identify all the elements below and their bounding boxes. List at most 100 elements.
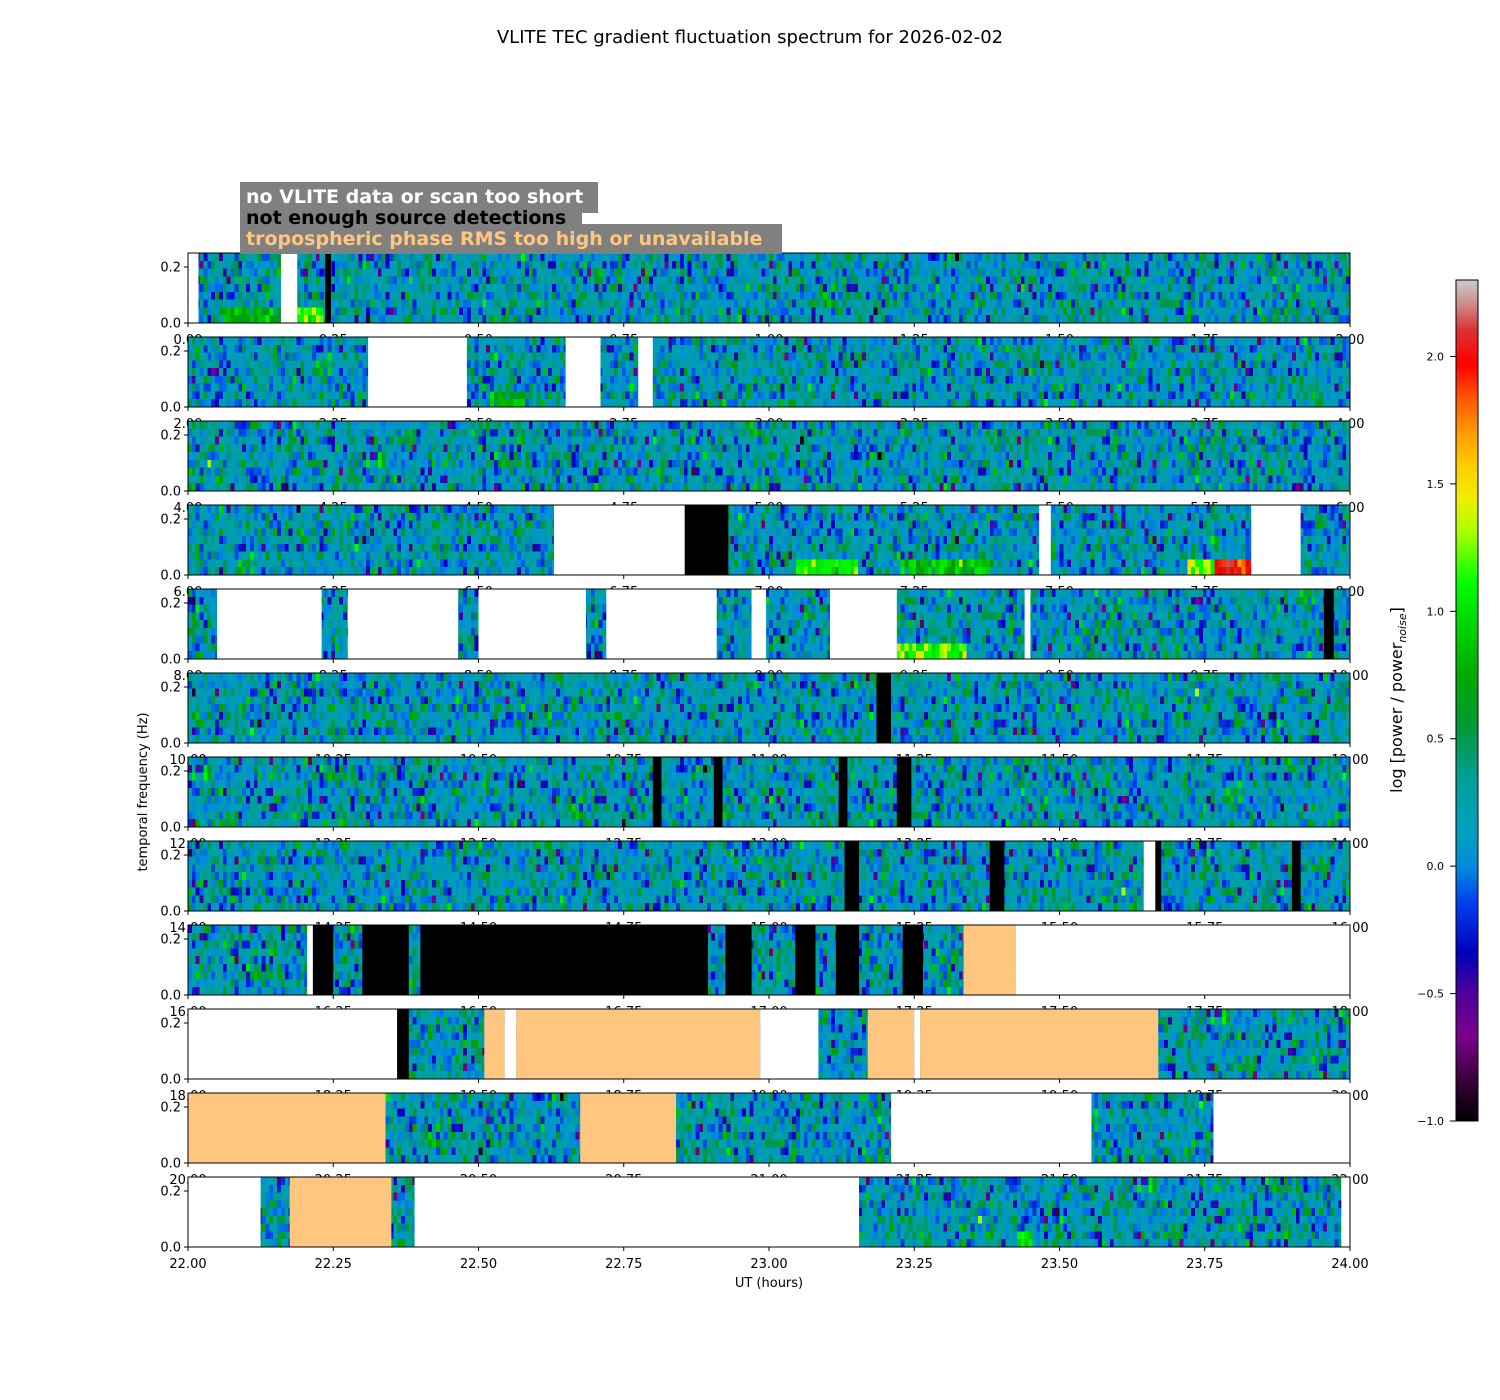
panel-8-flag-2 xyxy=(362,925,409,995)
panel-11-xtick-label-0: 22.00 xyxy=(169,1257,206,1272)
panel-1-flag-2 xyxy=(638,337,653,407)
panel-8-flag-1 xyxy=(312,925,334,995)
panel-7-spectrogram xyxy=(188,841,1350,911)
panel-9-flag-0 xyxy=(188,1009,398,1079)
panel-4-flag-7 xyxy=(1323,589,1334,659)
colorbar-tick-label-2: 0.0 xyxy=(1427,860,1445,873)
panel-11-xtick-label-5: 23.25 xyxy=(896,1257,933,1272)
colorbar-tick-label-4: 1.0 xyxy=(1427,605,1445,618)
panel-9-flag-2 xyxy=(484,1009,505,1079)
panel-6-flag-0 xyxy=(652,757,662,827)
panel-6: 0.00.212.0012.2512.5012.7513.0013.2513.5… xyxy=(160,756,1369,852)
panel-8-flag-6 xyxy=(835,925,860,995)
panel-11: 0.0 0.2 22.00 22.25 22.50 22.75 23.00 23.25 23.5… xyxy=(160,1176,1369,1272)
legend-box-2 xyxy=(240,206,582,228)
legend-entry-not-enough-detections: not enough source detections xyxy=(246,207,566,229)
flag-legend: no VLITE data or scan too short not enou… xyxy=(240,182,782,254)
panel-0-spectrogram xyxy=(188,253,1350,323)
panel-8-flag-9 xyxy=(1015,925,1350,995)
colorbar-tick-label-5: 1.5 xyxy=(1427,478,1445,491)
panel-11-xtick-label-2: 22.50 xyxy=(460,1257,497,1272)
panel-7-flag-0 xyxy=(844,841,860,911)
panel-11-xtick-label-6: 23.50 xyxy=(1041,1257,1078,1272)
panel-8: 0.00.216.0016.2516.5016.7517.0017.2517.5… xyxy=(160,924,1369,1020)
legend-box-3 xyxy=(240,224,782,254)
panel-2-ytick-label-0: 0.0 xyxy=(160,485,181,500)
panel-5-ytick-label-0: 0.0 xyxy=(160,737,181,752)
panel-6-flag-2 xyxy=(838,757,848,827)
y-axis-label: temporal frequency (Hz) xyxy=(136,712,151,871)
panel-2-spectrogram xyxy=(188,421,1350,491)
panel-8-flag-7 xyxy=(902,925,923,995)
panel-11-xtick-label-7: 23.75 xyxy=(1186,1257,1223,1272)
panel-1: 0.00.22.002.252.502.753.003.253.503.754.… xyxy=(160,336,1364,432)
panel-4-ytick-label-1: 0.2 xyxy=(160,597,181,612)
panel-7: 0.00.214.0014.2514.5014.7515.0015.2515.5… xyxy=(160,840,1369,936)
panel-11-flag-1 xyxy=(289,1177,392,1247)
panel-11-ytick-label-1: 0.2 xyxy=(160,1185,181,1200)
colorbar-label: log [power / powernoise] xyxy=(1387,607,1409,793)
panel-3-ytick-label-1: 0.2 xyxy=(160,513,181,528)
panel-7-flag-3 xyxy=(1155,841,1162,911)
panel-10-ytick-label-0: 0.0 xyxy=(160,1157,181,1172)
panel-7-flag-1 xyxy=(989,841,1005,911)
panel-10-flag-3 xyxy=(1213,1093,1350,1163)
panel-11-xtick-label-3: 22.75 xyxy=(605,1257,642,1272)
colorbar-gradient xyxy=(1455,279,1479,1122)
panel-11-flag-3 xyxy=(1341,1177,1350,1247)
panel-8-ytick-label-1: 0.2 xyxy=(160,933,181,948)
panel-11-flag-0 xyxy=(188,1177,261,1247)
panel-9: 0.00.218.0018.2518.5018.7519.0019.2519.5… xyxy=(160,1008,1369,1104)
panel-5-flag-0 xyxy=(876,673,892,743)
panel-0: 0.00.20.000.250.500.751.001.251.501.752.… xyxy=(160,252,1364,348)
panel-4-flag-4 xyxy=(751,589,767,659)
panel-0-flag-2 xyxy=(325,253,331,323)
panel-6-flag-1 xyxy=(713,757,723,827)
panel-9-flag-5 xyxy=(760,1009,819,1079)
panel-8-flag-3 xyxy=(420,925,708,995)
panel-6-ytick-label-0: 0.0 xyxy=(160,821,181,836)
panel-8-flag-5 xyxy=(795,925,816,995)
panel-7-ytick-label-0: 0.0 xyxy=(160,905,181,920)
panel-1-flag-1 xyxy=(565,337,601,407)
panel-0-ytick-label-0: 0.0 xyxy=(160,317,181,332)
panel-4-flag-5 xyxy=(830,589,897,659)
panel-1-ytick-label-0: 0.0 xyxy=(160,401,181,416)
panel-8-flag-4 xyxy=(725,925,752,995)
panel-3-spectrogram xyxy=(188,505,1350,575)
panel-3-flag-1 xyxy=(684,505,729,575)
panel-11-flag-2 xyxy=(414,1177,860,1247)
panel-9-flag-3 xyxy=(504,1009,517,1079)
panel-1-spectrogram xyxy=(188,337,1350,407)
panel-4-flag-3 xyxy=(606,589,717,659)
panel-10-flag-1 xyxy=(580,1093,677,1163)
panel-4-flag-6 xyxy=(1024,589,1031,659)
panel-9-flag-8 xyxy=(920,1009,1159,1079)
panel-5-spectrogram xyxy=(188,673,1350,743)
panel-7-flag-4 xyxy=(1291,841,1301,911)
panel-5-ytick-label-1: 0.2 xyxy=(160,681,181,696)
panel-6-spectrogram xyxy=(188,757,1350,827)
panel-11-xtick-label-1: 22.25 xyxy=(315,1257,352,1272)
panels-group: 0.00.20.000.250.500.751.001.251.501.752.… xyxy=(160,252,1369,1272)
chart-title: VLITE TEC gradient fluctuation spectrum … xyxy=(497,27,1003,48)
panel-11-xtick-label-8: 24.00 xyxy=(1331,1257,1368,1272)
panel-10-flag-0 xyxy=(188,1093,386,1163)
panel-9-flag-6 xyxy=(867,1009,915,1079)
panel-10-flag-2 xyxy=(891,1093,1092,1163)
panel-9-flag-4 xyxy=(516,1009,761,1079)
panel-6-ytick-label-1: 0.2 xyxy=(160,765,181,780)
legend-entry-tropospheric-rms: tropospheric phase RMS too high or unava… xyxy=(246,228,762,250)
panel-10-ytick-label-1: 0.2 xyxy=(160,1101,181,1116)
panel-8-flag-0 xyxy=(307,925,313,995)
colorbar-tick-label-0: −1.0 xyxy=(1417,1115,1444,1128)
panel-3-flag-2 xyxy=(1039,505,1051,575)
panel-9-ytick-label-1: 0.2 xyxy=(160,1017,181,1032)
panel-9-ytick-label-0: 0.0 xyxy=(160,1073,181,1088)
colorbar-tick-label-1: −0.5 xyxy=(1417,988,1444,1001)
panel-8-flag-8 xyxy=(963,925,1016,995)
panel-11-xtick-label-4: 23.00 xyxy=(750,1257,787,1272)
panel-4-flag-0 xyxy=(217,589,322,659)
panel-0-flag-0 xyxy=(188,253,199,323)
